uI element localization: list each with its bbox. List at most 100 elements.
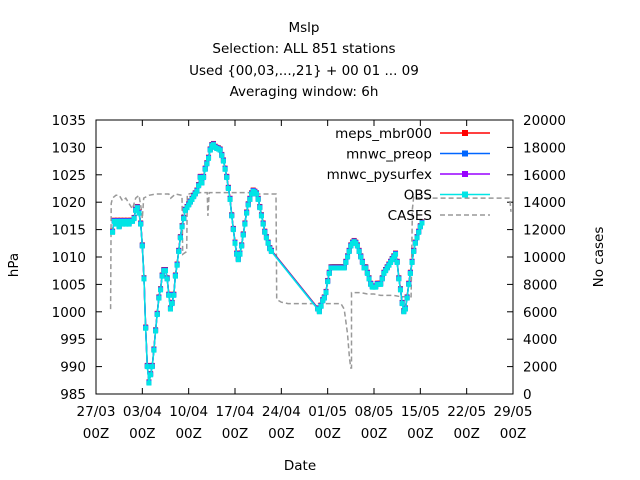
y2-tick-label: 10000 bbox=[523, 250, 566, 266]
data-point bbox=[169, 301, 175, 307]
data-point bbox=[404, 295, 410, 301]
data-point bbox=[394, 259, 400, 265]
chart-subtitle-line-1: Selection: ALL 851 stations bbox=[212, 41, 395, 57]
data-point bbox=[384, 265, 390, 271]
data-point bbox=[323, 290, 329, 296]
data-point bbox=[197, 175, 203, 181]
data-point bbox=[119, 221, 125, 227]
data-point bbox=[258, 213, 264, 219]
legend-label: mnwc_preop bbox=[346, 147, 432, 163]
data-point bbox=[182, 207, 188, 213]
chart-subtitle-line-3: Averaging window: 6h bbox=[230, 84, 379, 100]
data-point bbox=[164, 276, 170, 282]
x-tick-label-date: 27/03 bbox=[77, 404, 116, 420]
data-point bbox=[121, 218, 127, 224]
data-point bbox=[220, 158, 226, 164]
data-point bbox=[346, 249, 352, 255]
data-point bbox=[401, 309, 407, 315]
y-tick-label: 985 bbox=[60, 387, 86, 403]
data-point bbox=[397, 287, 403, 293]
data-point bbox=[219, 153, 225, 159]
data-point bbox=[373, 284, 379, 290]
data-point bbox=[318, 303, 324, 309]
data-point bbox=[325, 279, 331, 285]
data-point bbox=[353, 240, 359, 246]
data-point bbox=[151, 347, 157, 353]
data-point bbox=[412, 240, 418, 246]
x-tick-label-date: 22/05 bbox=[447, 404, 486, 420]
y2-axis-label: No cases bbox=[591, 227, 607, 288]
axis-ticks: 985 990 995 1000 1005 1010 1015 1020 1025 1030 103… bbox=[52, 113, 566, 442]
y-tick-label: 1025 bbox=[52, 168, 86, 184]
y2-tick-label: 4000 bbox=[523, 332, 557, 348]
data-point bbox=[174, 262, 180, 268]
x-tick-label-date: 17/04 bbox=[216, 404, 255, 420]
data-point bbox=[184, 205, 190, 211]
data-point bbox=[204, 161, 210, 167]
data-point bbox=[388, 259, 394, 265]
data-point bbox=[411, 249, 417, 255]
y2-tick-label: 18000 bbox=[523, 140, 566, 156]
data-point bbox=[138, 221, 144, 227]
data-point bbox=[230, 227, 236, 233]
y2-tick-label: 12000 bbox=[523, 223, 566, 239]
y-tick-label: 1020 bbox=[52, 195, 86, 211]
data-point bbox=[163, 268, 168, 274]
y2-tick-label: 14000 bbox=[523, 195, 566, 211]
data-point bbox=[315, 306, 321, 312]
y-tick-label: 1035 bbox=[52, 113, 86, 129]
data-point bbox=[417, 224, 423, 230]
data-point bbox=[414, 235, 420, 241]
x-tick-label-hour: 00Z bbox=[500, 426, 526, 442]
data-point bbox=[133, 207, 139, 213]
data-point bbox=[406, 281, 412, 287]
x-tick-label-date: 08/05 bbox=[355, 404, 394, 420]
data-point bbox=[383, 268, 389, 274]
data-point bbox=[244, 210, 250, 216]
data-point bbox=[126, 221, 132, 227]
x-tick-label-hour: 00Z bbox=[407, 426, 433, 442]
legend-marker bbox=[462, 191, 468, 198]
data-point bbox=[167, 306, 173, 312]
data-point bbox=[265, 240, 271, 246]
data-point bbox=[225, 186, 231, 191]
data-point bbox=[320, 298, 326, 304]
data-point bbox=[366, 276, 372, 282]
data-point bbox=[186, 202, 192, 208]
data-point bbox=[159, 273, 165, 279]
data-point bbox=[235, 257, 241, 263]
data-point bbox=[386, 262, 392, 268]
y-tick-label: 1015 bbox=[52, 223, 86, 239]
data-point bbox=[131, 216, 137, 222]
data-point bbox=[153, 328, 159, 334]
data-point bbox=[358, 254, 364, 260]
x-tick-label-date: 29/05 bbox=[494, 404, 533, 420]
data-point bbox=[139, 243, 145, 249]
data-point bbox=[416, 229, 422, 235]
data-point bbox=[399, 301, 405, 307]
data-point bbox=[207, 147, 213, 153]
data-point bbox=[262, 229, 268, 235]
data-point bbox=[267, 246, 273, 252]
x-tick-label-hour: 00Z bbox=[314, 426, 340, 442]
data-point bbox=[402, 306, 408, 312]
series-obs bbox=[110, 142, 425, 386]
data-point bbox=[316, 309, 322, 315]
data-point bbox=[144, 364, 150, 370]
data-point bbox=[179, 224, 185, 230]
y2-tick-label: 20000 bbox=[523, 113, 566, 129]
data-point bbox=[217, 147, 223, 153]
data-point bbox=[118, 218, 124, 224]
data-point bbox=[268, 249, 274, 255]
y2-tick-label: 8000 bbox=[523, 277, 557, 293]
data-point bbox=[368, 281, 374, 287]
data-point bbox=[171, 292, 177, 298]
data-point bbox=[181, 216, 187, 222]
x-tick-label-date: 01/05 bbox=[308, 404, 347, 420]
data-point bbox=[110, 229, 116, 235]
data-point bbox=[359, 259, 365, 265]
data-point bbox=[222, 166, 228, 172]
data-point bbox=[192, 191, 198, 197]
data-point bbox=[348, 243, 354, 249]
data-point bbox=[148, 372, 154, 378]
